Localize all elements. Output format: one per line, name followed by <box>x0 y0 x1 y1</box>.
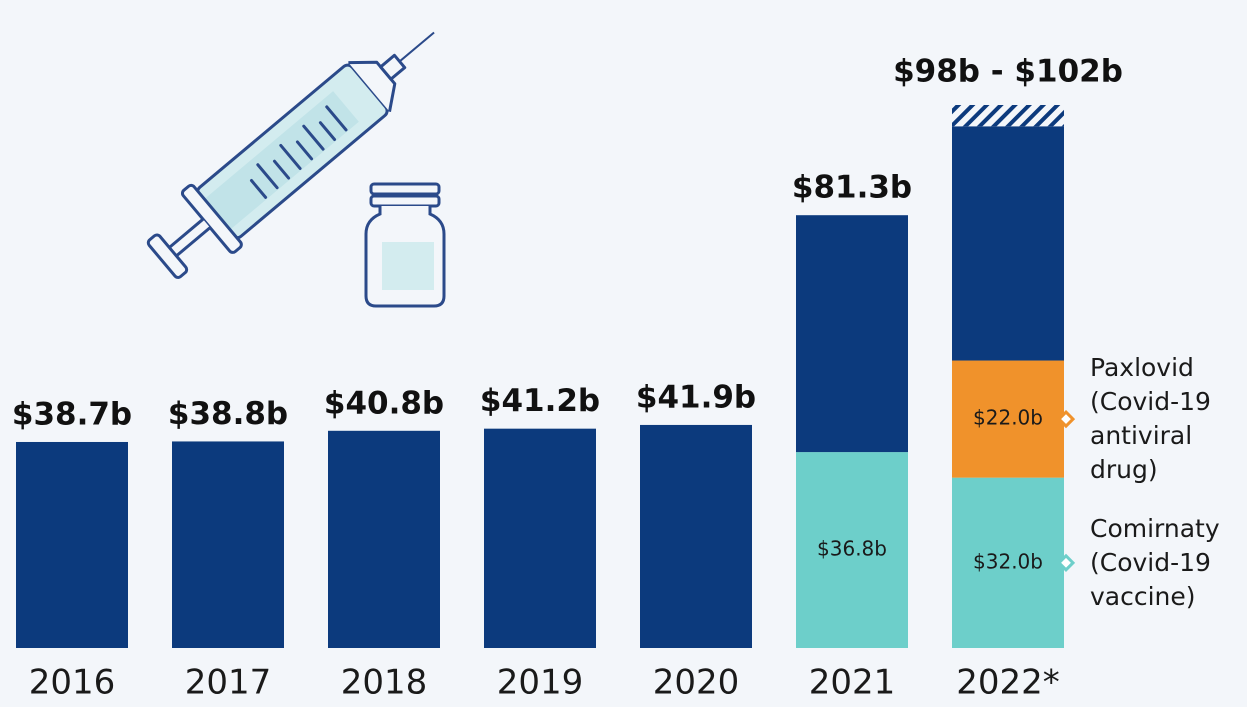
total-label: $41.9b <box>636 379 756 415</box>
bar-segment <box>172 441 284 648</box>
bar-segment <box>796 215 908 452</box>
value-label: $32.0b <box>973 549 1043 573</box>
x-tick-label: 2017 <box>185 663 272 703</box>
x-tick-label: 2022* <box>956 663 1060 703</box>
page: 2016 $38.7b 2017 $38.8b 2018 $40.8b 2019 $41.2b… <box>0 0 1247 707</box>
total-label: $81.3b <box>792 170 912 206</box>
value-label: $36.8b <box>817 537 887 561</box>
value-label: $22.0b <box>973 406 1043 430</box>
estimate-range <box>952 105 1064 126</box>
bar-segment <box>16 442 128 648</box>
estimate-label: $98b - $102b <box>893 54 1123 90</box>
x-tick-label: 2019 <box>497 663 584 703</box>
x-tick-label: 2018 <box>341 663 428 703</box>
total-label: $41.2b <box>480 383 600 419</box>
x-tick-label: 2016 <box>29 663 116 703</box>
bar-segment <box>640 425 752 648</box>
total-label: $38.8b <box>168 396 288 432</box>
bar-segment <box>952 126 1064 360</box>
bar-segment <box>484 429 596 648</box>
total-label: $38.7b <box>12 396 132 432</box>
legend-label: Paxlovid (Covid-19 antiviral drug) <box>1090 351 1240 487</box>
vial-illustration <box>366 184 444 306</box>
x-tick-label: 2020 <box>653 663 740 703</box>
total-label: $40.8b <box>324 385 444 421</box>
legend-label: Comirnaty (Covid-19 vaccine) <box>1090 512 1240 614</box>
chart: 2016 $38.7b 2017 $38.8b 2018 $40.8b 2019 $41.2b… <box>0 0 1247 707</box>
x-tick-label: 2021 <box>809 663 896 703</box>
bar-segment <box>328 431 440 648</box>
